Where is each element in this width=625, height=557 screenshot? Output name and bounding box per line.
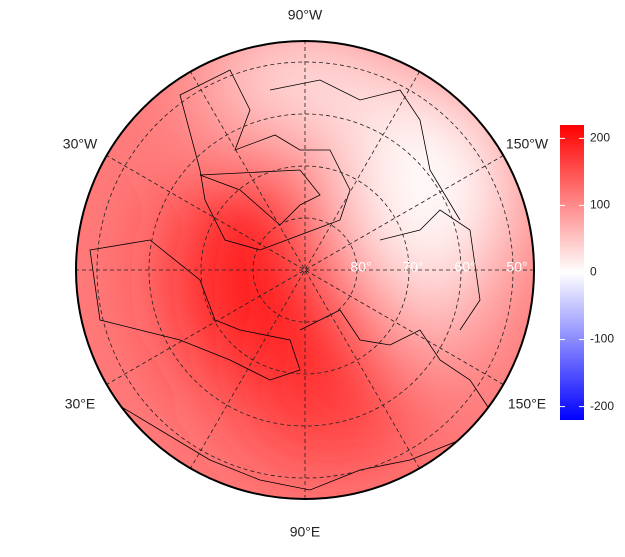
lat-label: 70° xyxy=(402,259,423,275)
colorbar-label: 0 xyxy=(590,265,597,279)
lat-label: 60° xyxy=(454,259,475,275)
lon-label: 150°W xyxy=(506,136,549,152)
graticule-circle xyxy=(200,165,410,375)
lon-label: 90°E xyxy=(290,524,321,540)
colorbar-label: 100 xyxy=(590,198,610,212)
lat-label: 80° xyxy=(350,259,371,275)
lon-label: 30°E xyxy=(65,396,96,412)
lon-label: 30°W xyxy=(63,136,98,152)
lat-label: 50° xyxy=(506,259,527,275)
colorbar-label: -200 xyxy=(590,399,614,413)
colorbar-label: -100 xyxy=(590,332,614,346)
map-border xyxy=(75,40,535,500)
lon-label: 90°W xyxy=(288,7,323,23)
colorbar-label: 200 xyxy=(590,131,610,145)
lon-label: 150°E xyxy=(508,396,546,412)
field xyxy=(76,41,534,499)
